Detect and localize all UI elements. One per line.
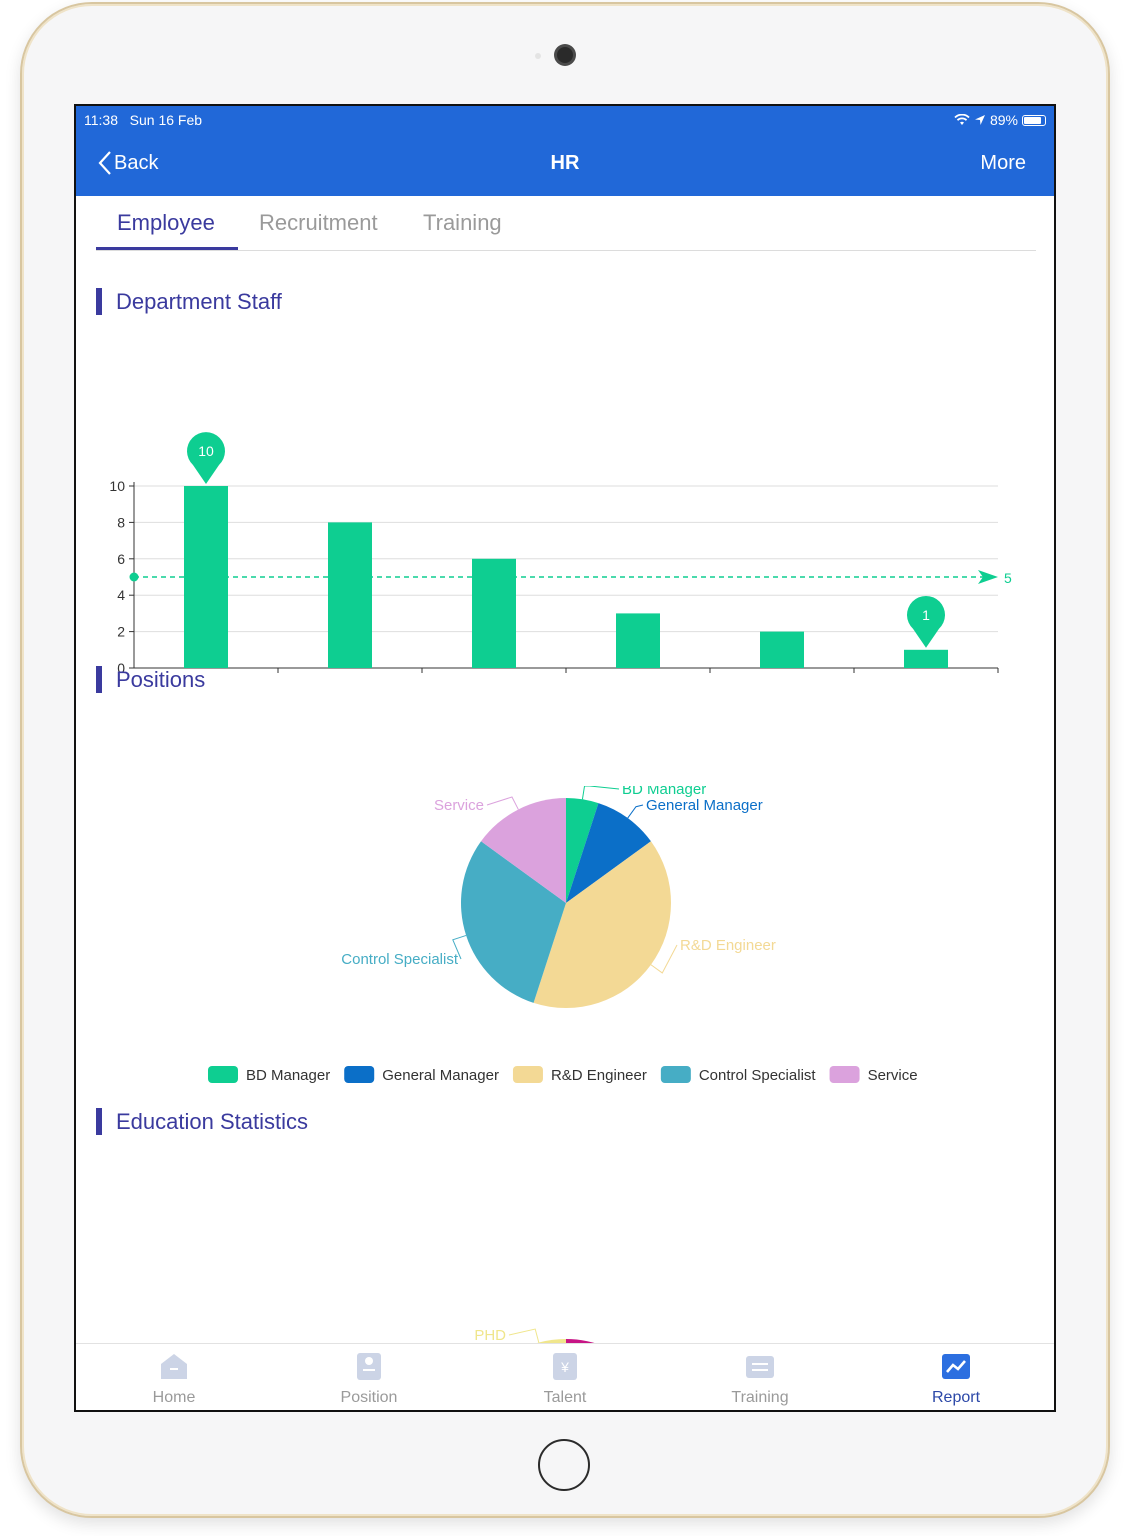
- legend-swatch-service: [829, 1066, 860, 1083]
- pie-label: R&D Engineer: [680, 937, 776, 954]
- camera-icon: [557, 47, 573, 63]
- pie-slice-service: [481, 798, 566, 903]
- bar-marketing: [472, 558, 516, 668]
- status-date: Sun 16 Feb: [129, 112, 203, 128]
- tab-employee[interactable]: Employee: [117, 210, 215, 235]
- talent-icon: ¥: [553, 1353, 577, 1380]
- active-tab-indicator: [96, 247, 238, 250]
- app-screen: 11:38 Sun 16 Feb 89% Back HR More Employ…: [74, 104, 1056, 1412]
- tabbar-talent[interactable]: ¥ Talent: [505, 1350, 625, 1407]
- section-title-department-staff: Department Staff: [96, 288, 282, 315]
- tabbar-training-label: Training: [731, 1389, 789, 1406]
- leader-line: [581, 786, 620, 800]
- tabbar-report[interactable]: Report: [896, 1350, 1016, 1407]
- navigation-bar: Back HR More: [76, 132, 1054, 196]
- tab-training[interactable]: Training: [423, 210, 502, 235]
- status-time: 11:38 Sun 16 Feb: [84, 112, 202, 128]
- segment-tabs: Employee Recruitment Training: [96, 196, 1036, 251]
- back-label: Back: [114, 151, 159, 174]
- leader-line: [650, 944, 678, 974]
- legend-swatch-r-d-engineer: [512, 1066, 543, 1083]
- legend-label: General Manager: [382, 1067, 499, 1084]
- min-marker-pin: [907, 595, 945, 648]
- tabbar-home[interactable]: Home: [114, 1350, 234, 1407]
- y-tick-label: 8: [117, 514, 125, 530]
- y-tick-label: 4: [117, 587, 125, 603]
- svg-text:¥: ¥: [560, 1359, 569, 1375]
- pie-slice-control-specialist: [461, 841, 566, 1003]
- average-line-start: [129, 572, 139, 582]
- wifi-icon: [954, 114, 970, 125]
- legend-swatch-general-manager: [344, 1066, 375, 1083]
- tabbar-position-label: Position: [340, 1389, 398, 1406]
- bar-technical: [760, 631, 804, 668]
- max-marker-pin: [187, 432, 225, 484]
- bar-hr: [904, 649, 948, 668]
- leader-line: [508, 1328, 540, 1343]
- training-icon: [746, 1356, 774, 1378]
- legend-label: R&D Engineer: [551, 1067, 647, 1084]
- bar-project: [616, 613, 660, 668]
- legend-label: Control Specialist: [699, 1067, 817, 1084]
- report-content: Department Staff 0246810SalesBDMarketing…: [76, 196, 1054, 1410]
- max-marker-label: 10: [198, 443, 214, 459]
- battery-percent: 89%: [989, 112, 1018, 128]
- position-icon: [357, 1353, 381, 1380]
- tabbar-training[interactable]: Training: [700, 1350, 820, 1407]
- min-marker-label: 1: [922, 607, 930, 623]
- more-button[interactable]: More: [980, 152, 1026, 174]
- y-tick-label: 2: [117, 624, 125, 640]
- average-line-arrow: [978, 570, 998, 584]
- leader-line: [452, 934, 467, 960]
- pie-label: PHD: [474, 1327, 506, 1344]
- leader-line: [486, 796, 519, 810]
- legend-swatch-bd-manager: [208, 1066, 238, 1083]
- pie-label: BD Manager: [622, 786, 706, 798]
- tabbar-report-label: Report: [931, 1389, 981, 1406]
- pie-label: Control Specialist: [341, 951, 459, 968]
- light-sensor: [535, 53, 541, 59]
- pie-slice-r-d-engineer: [533, 841, 671, 1008]
- report-icon: [942, 1354, 970, 1379]
- home-icon: [161, 1354, 187, 1379]
- section-title-education: Education Statistics: [96, 1108, 308, 1135]
- pie-label: Service: [434, 797, 484, 814]
- pie-slice-general-manager: [566, 803, 651, 903]
- leader-line: [627, 804, 644, 819]
- legend-label: BD Manager: [246, 1067, 330, 1084]
- pie-label: General Manager: [646, 797, 763, 814]
- average-line-label: 5: [1004, 570, 1012, 586]
- status-time-value: 11:38: [84, 112, 118, 128]
- bar-bd: [328, 522, 372, 668]
- battery-icon: [1022, 114, 1046, 126]
- battery-fill: [1024, 116, 1041, 124]
- legend-label: Service: [868, 1067, 918, 1084]
- home-hardware-button[interactable]: [538, 1439, 590, 1491]
- section-title-positions: Positions: [96, 666, 205, 693]
- tabbar-position[interactable]: Position: [309, 1350, 429, 1407]
- page-title: HR: [550, 152, 580, 174]
- department-staff-bar-chart: 0246810SalesBDMarketingProjectTechnicalH…: [109, 432, 1012, 676]
- status-indicators: 89%: [954, 112, 1046, 128]
- tab-recruitment[interactable]: Recruitment: [259, 210, 378, 235]
- location-arrow-icon: [974, 115, 985, 125]
- tabbar-home-label: Home: [152, 1389, 196, 1406]
- legend-swatch-control-specialist: [660, 1066, 691, 1083]
- y-tick-label: 0: [117, 660, 125, 676]
- bottom-tab-bar: Home Position ¥ Talent Training Report: [76, 1343, 1054, 1410]
- chevron-left-icon: [98, 151, 111, 175]
- back-button[interactable]: Back: [98, 150, 158, 176]
- pie-slice-bd-manager: [566, 798, 599, 903]
- status-bar: 11:38 Sun 16 Feb 89%: [76, 106, 1054, 132]
- y-tick-label: 10: [109, 478, 125, 494]
- y-tick-label: 6: [117, 551, 125, 567]
- tabbar-talent-label: Talent: [543, 1389, 587, 1406]
